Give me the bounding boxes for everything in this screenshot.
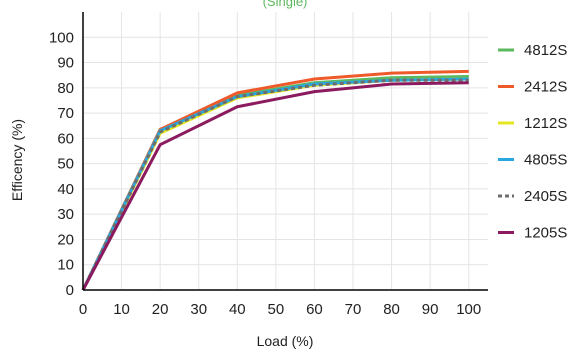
legend-label-4812S: 4812S — [524, 42, 567, 59]
x-tick-label-7: 70 — [345, 301, 362, 318]
y-tick-label-4: 40 — [57, 181, 74, 198]
grid — [82, 12, 488, 291]
x-tick-label-1: 10 — [113, 301, 130, 318]
y-axis-label: Efficency (%) — [9, 119, 25, 201]
y-tick-label-0: 0 — [66, 282, 74, 299]
y-tick-label-8: 80 — [57, 80, 74, 97]
y-tick-label-7: 70 — [57, 105, 74, 122]
y-tick-label-3: 30 — [57, 206, 74, 223]
legend-label-4805S: 4805S — [524, 152, 567, 169]
x-tick-label-6: 60 — [306, 301, 323, 318]
series-lines — [81, 69, 469, 291]
x-tick-label-8: 80 — [383, 301, 400, 318]
legend-label-2412S: 2412S — [524, 79, 567, 96]
legend-label-2405S: 2405S — [524, 188, 567, 205]
x-tick-label-10: 100 — [456, 301, 481, 318]
x-tick-label-0: 0 — [79, 301, 87, 318]
y-tick-label-2: 20 — [57, 231, 74, 248]
y-tick-labels: 0 10 20 30 40 50 60 70 80 90 100 — [49, 29, 74, 299]
x-tick-label-3: 30 — [190, 301, 207, 318]
x-tick-label-2: 20 — [152, 301, 169, 318]
y-tick-label-6: 60 — [57, 130, 74, 147]
y-tick-label-1: 10 — [57, 257, 74, 274]
series-line-2405S — [81, 78, 469, 291]
y-tick-label-5: 50 — [57, 156, 74, 173]
x-axis-label: Load (%) — [257, 333, 314, 349]
x-tick-labels: 0 10 20 30 40 50 60 70 80 90 100 — [79, 301, 481, 318]
y-tick-label-9: 90 — [57, 55, 74, 72]
legend-label-1205S: 1205S — [524, 225, 567, 242]
y-tick-label-10: 100 — [49, 29, 74, 46]
chart-subtitle: (Single) — [263, 0, 308, 9]
legend: 4812S 2412S 1212S 4805S 2405S 1205S — [498, 42, 567, 242]
x-tick-label-9: 90 — [422, 301, 439, 318]
x-tick-label-5: 50 — [268, 301, 285, 318]
series-line-1205S — [81, 81, 469, 291]
legend-label-1212S: 1212S — [524, 115, 567, 132]
x-tick-label-4: 40 — [229, 301, 246, 318]
axes — [82, 12, 488, 291]
